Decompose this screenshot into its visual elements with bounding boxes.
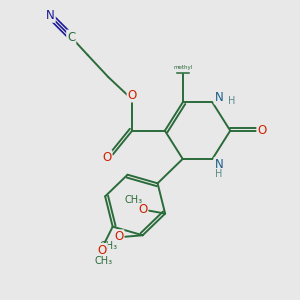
Text: O: O (114, 230, 124, 243)
Text: N: N (46, 9, 55, 22)
Text: N: N (214, 158, 223, 171)
Text: O: O (102, 151, 112, 164)
Text: CH₃: CH₃ (99, 241, 118, 251)
Text: CH₃: CH₃ (95, 256, 113, 266)
Text: O: O (257, 124, 267, 137)
Text: N: N (214, 91, 223, 103)
Text: O: O (98, 244, 107, 257)
Text: O: O (138, 202, 148, 216)
Text: methyl: methyl (173, 65, 192, 70)
Text: C: C (67, 31, 75, 44)
Text: H: H (228, 96, 236, 106)
Text: CH₃: CH₃ (125, 195, 143, 205)
Text: O: O (128, 88, 137, 101)
Text: H: H (215, 169, 223, 179)
